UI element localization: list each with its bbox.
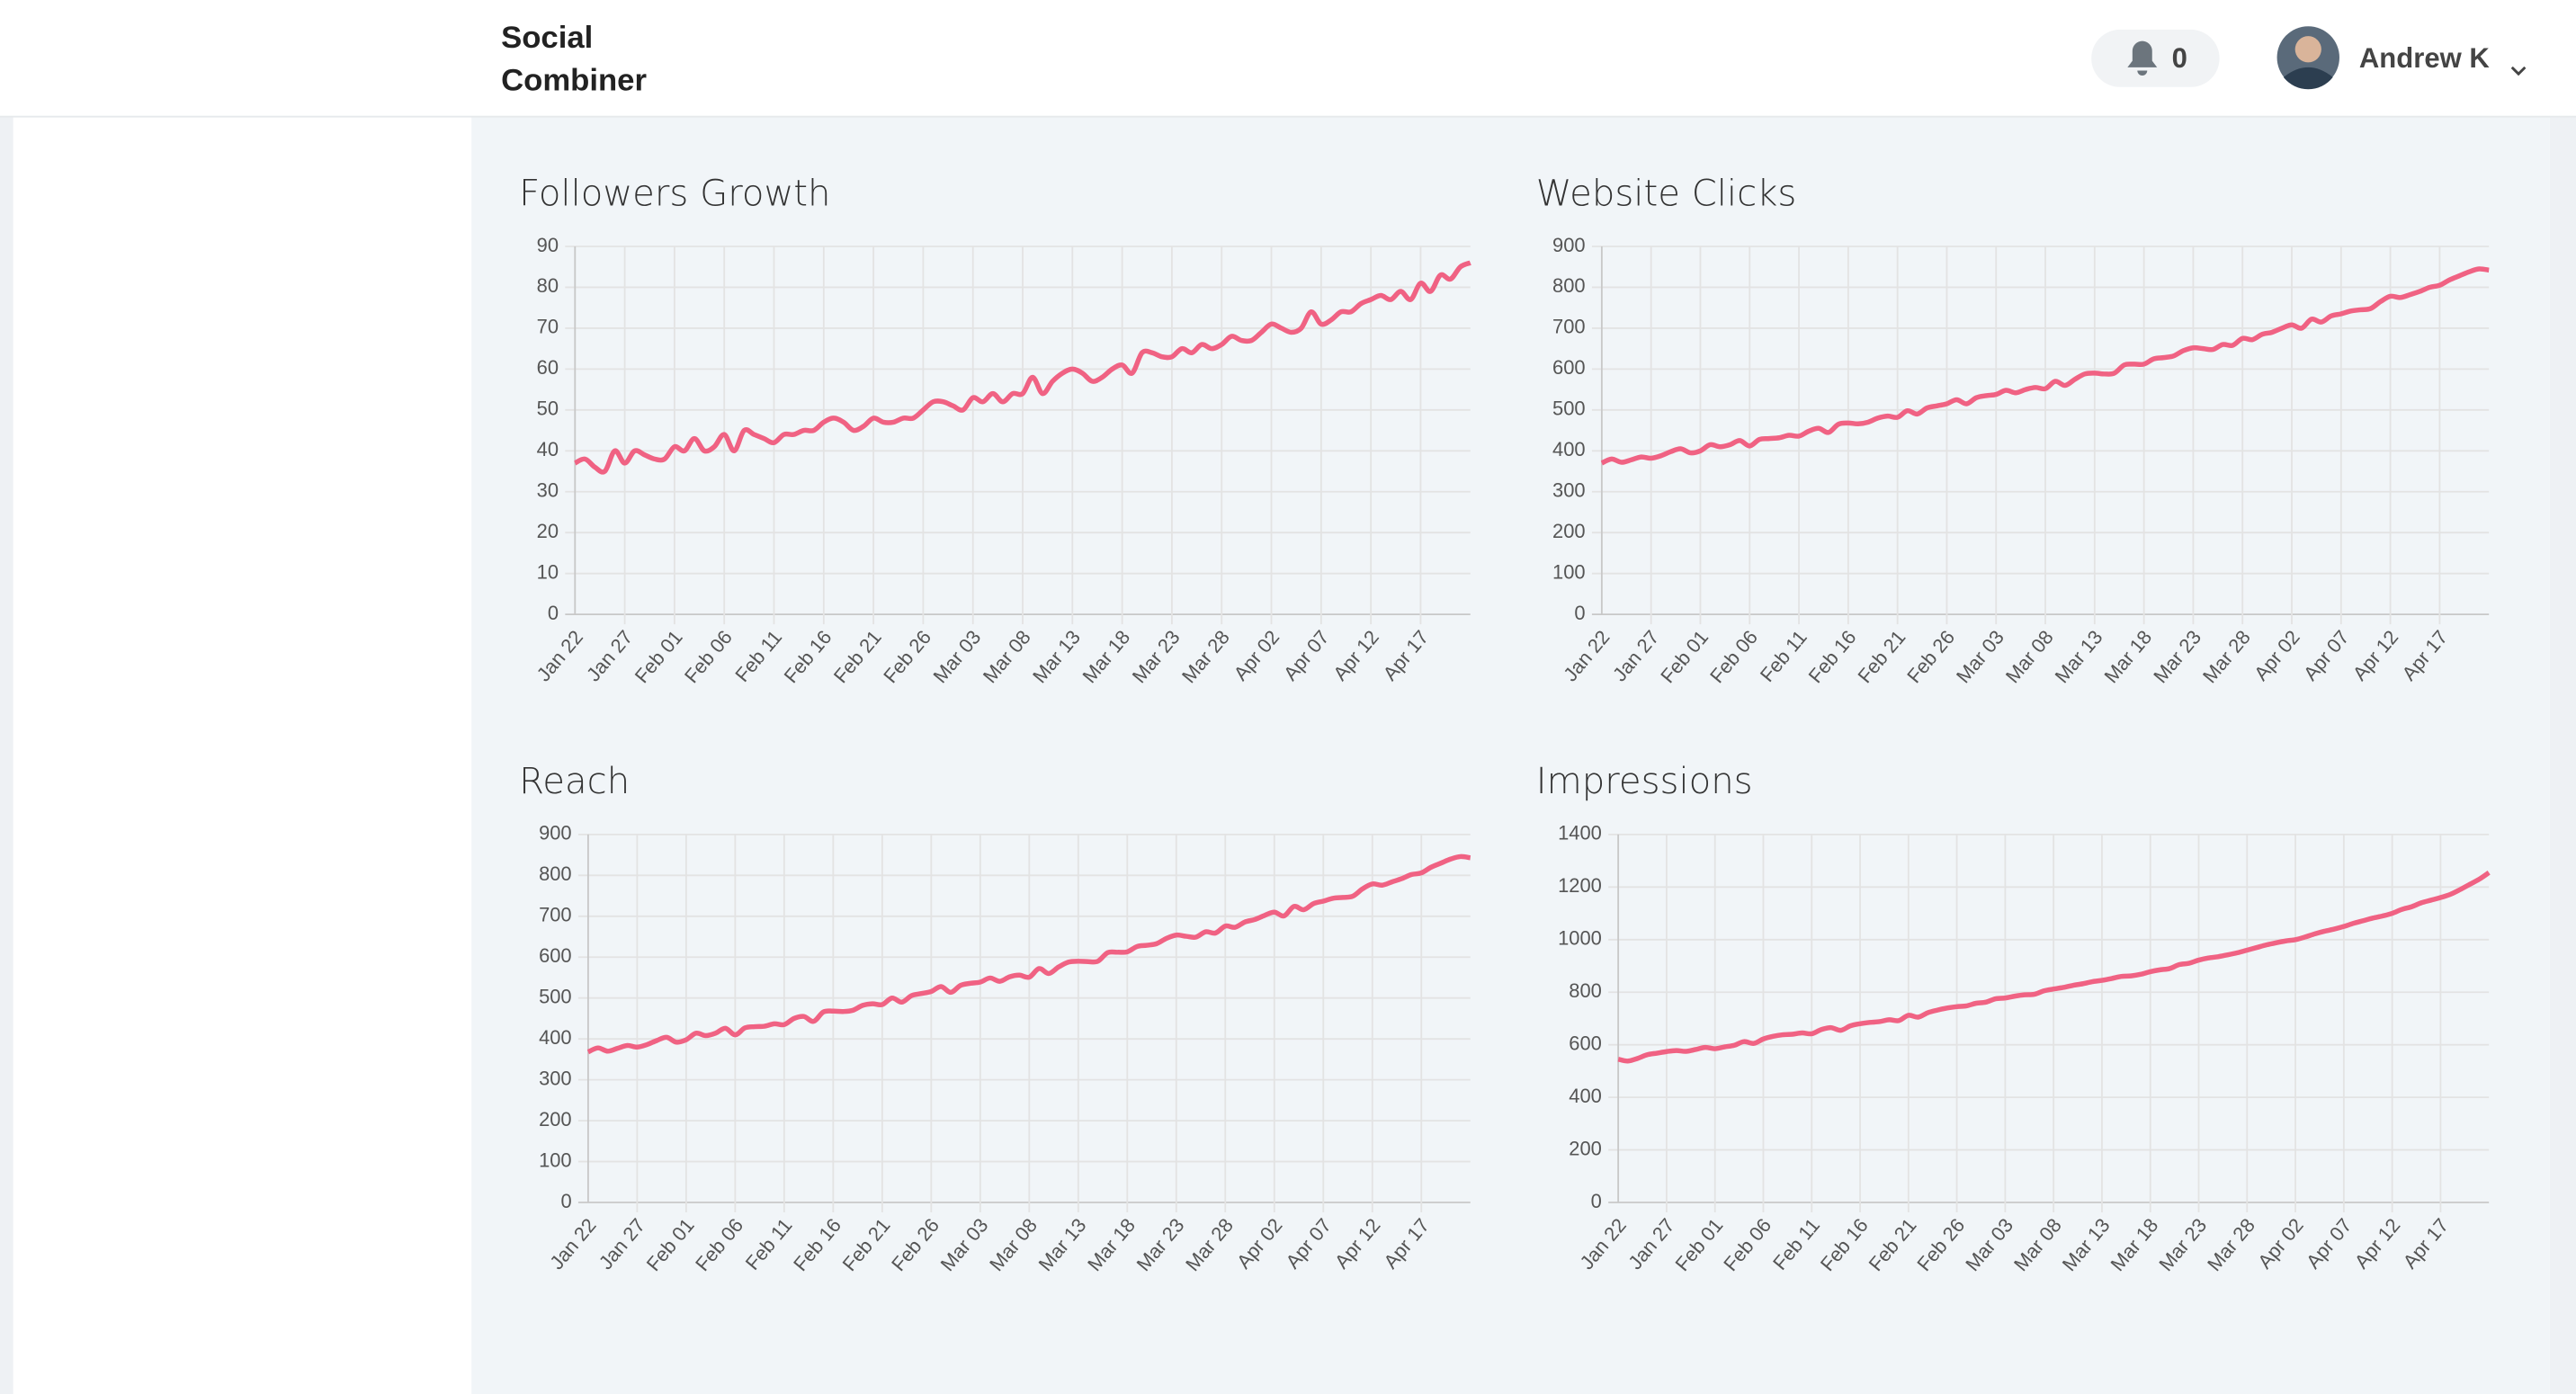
data-line bbox=[1617, 870, 2491, 1064]
y-tick-label: 700 bbox=[1552, 316, 1586, 338]
main-panel bbox=[471, 116, 2550, 1394]
y-tick-label: 800 bbox=[1569, 979, 1602, 1002]
chevron bbox=[2510, 66, 2527, 76]
data-line bbox=[574, 260, 1471, 475]
data-line bbox=[1600, 266, 2490, 466]
y-tick-label: 600 bbox=[1552, 356, 1586, 379]
chart-title: Followers Growth bbox=[519, 173, 830, 214]
y-tick-label: 500 bbox=[1552, 398, 1586, 420]
y-tick-label: 500 bbox=[539, 986, 572, 1008]
brand-line: Social bbox=[501, 21, 593, 55]
avatar-body bbox=[2283, 67, 2333, 90]
y-tick-label: 1000 bbox=[1558, 927, 1602, 950]
right-edge bbox=[2549, 116, 2576, 1394]
y-tick-label: 1200 bbox=[1558, 874, 1602, 897]
y-tick-label: 200 bbox=[539, 1108, 572, 1130]
user-name: Andrew K bbox=[2359, 42, 2490, 74]
notifications-button[interactable]: 0 bbox=[2091, 29, 2220, 87]
left-edge bbox=[0, 116, 13, 1394]
y-tick-label: 0 bbox=[1591, 1190, 1602, 1212]
brand-line: Combiner bbox=[501, 63, 647, 97]
user-menu[interactable]: Andrew K bbox=[2276, 26, 2527, 90]
y-tick-label: 900 bbox=[1552, 234, 1586, 256]
y-tick-label: 10 bbox=[537, 560, 559, 583]
chart-title: Website Clicks bbox=[1536, 173, 1797, 214]
y-tick-label: 90 bbox=[537, 234, 559, 256]
y-tick-label: 200 bbox=[1569, 1137, 1602, 1159]
avatar-face bbox=[2294, 36, 2321, 63]
y-tick-label: 20 bbox=[537, 520, 559, 542]
y-tick-label: 800 bbox=[539, 862, 572, 885]
y-tick-label: 300 bbox=[539, 1067, 572, 1089]
y-tick-label: 1400 bbox=[1558, 822, 1602, 844]
notification-count: 0 bbox=[2172, 42, 2187, 74]
y-tick-label: 0 bbox=[1574, 602, 1585, 624]
notifications-pill bbox=[2091, 29, 2220, 87]
y-tick-label: 50 bbox=[537, 398, 559, 420]
y-tick-label: 60 bbox=[537, 356, 559, 379]
y-tick-label: 40 bbox=[537, 438, 559, 460]
data-line bbox=[586, 853, 1471, 1055]
y-tick-label: 100 bbox=[539, 1148, 572, 1171]
y-tick-label: 600 bbox=[1569, 1032, 1602, 1054]
chart-title: Reach bbox=[519, 761, 630, 802]
y-tick-label: 80 bbox=[537, 274, 559, 297]
y-tick-label: 30 bbox=[537, 479, 559, 502]
y-tick-label: 400 bbox=[539, 1026, 572, 1049]
y-tick-label: 70 bbox=[537, 316, 559, 338]
y-tick-label: 0 bbox=[560, 1190, 571, 1212]
y-tick-label: 800 bbox=[1552, 274, 1586, 297]
y-tick-label: 700 bbox=[539, 904, 572, 926]
y-tick-label: 200 bbox=[1552, 520, 1586, 542]
y-tick-label: 100 bbox=[1552, 560, 1586, 583]
y-tick-label: 0 bbox=[548, 602, 559, 624]
y-tick-label: 600 bbox=[539, 944, 572, 967]
y-tick-label: 300 bbox=[1552, 479, 1586, 502]
y-tick-label: 400 bbox=[1569, 1085, 1602, 1107]
y-tick-label: 900 bbox=[539, 822, 572, 844]
chart-title: Impressions bbox=[1536, 761, 1753, 802]
bell-icon bbox=[2127, 40, 2158, 76]
y-tick-label: 400 bbox=[1552, 438, 1586, 460]
